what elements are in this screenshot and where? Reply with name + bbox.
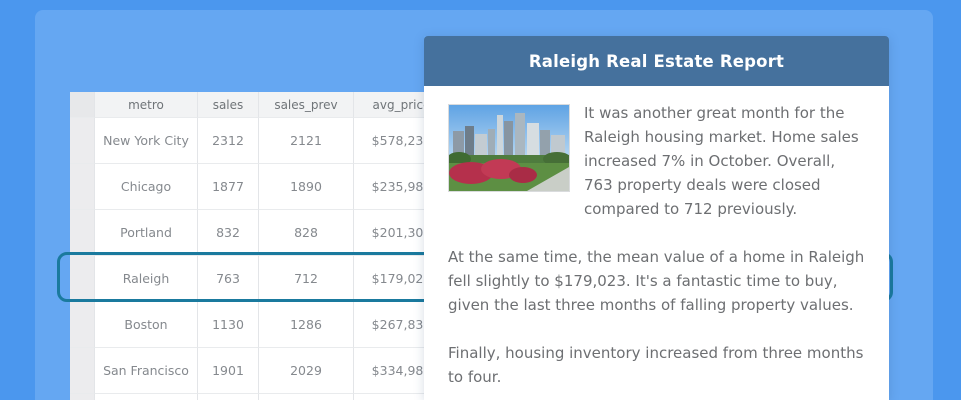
column-header-sales_prev: sales_prev	[259, 92, 354, 118]
report-card-header: Raleigh Real Estate Report	[424, 36, 889, 86]
table-cell: 1130	[198, 302, 259, 348]
table-header-row: metro sales sales_prev avg_price	[70, 92, 450, 118]
skyline-illustration	[449, 105, 569, 191]
table-cell: 763	[198, 256, 259, 302]
table-cell: Boston	[95, 302, 198, 348]
row-gutter	[70, 394, 95, 400]
table-cell: New York City	[95, 118, 198, 164]
column-header-sales: sales	[198, 92, 259, 118]
raleigh-skyline-photo	[448, 104, 570, 192]
table-cell: 712	[259, 256, 354, 302]
column-header-metro: metro	[95, 92, 198, 118]
table-cell: San Francisco	[95, 348, 198, 394]
table-row-partial	[70, 394, 450, 400]
report-title: Raleigh Real Estate Report	[528, 51, 785, 71]
row-gutter	[70, 302, 95, 348]
metro-data-table: metro sales sales_prev avg_price New York C…	[70, 92, 450, 400]
table-row-boston[interactable]: Boston 1130 1286 $267,832	[70, 302, 450, 348]
table-row-portland[interactable]: Portland 832 828 $201,302	[70, 210, 450, 256]
table-body: New York City 2312 2121 $578,232 Chicago 1877…	[70, 118, 450, 394]
table-cell: 2029	[259, 348, 354, 394]
table-row-raleigh[interactable]: Raleigh 763 712 $179,023	[70, 256, 450, 302]
table-cell: 832	[198, 210, 259, 256]
row-gutter	[70, 118, 95, 164]
table-row-chicago[interactable]: Chicago 1877 1890 $235,989	[70, 164, 450, 210]
table-cell: 2312	[198, 118, 259, 164]
table-cell: Chicago	[95, 164, 198, 210]
table-cell: 1901	[198, 348, 259, 394]
report-paragraph-3: Finally, housing inventory increased fro…	[448, 344, 864, 386]
row-gutter	[70, 256, 95, 302]
table-row-san-francisco[interactable]: San Francisco 1901 2029 $334,988	[70, 348, 450, 394]
table-cell: 1877	[198, 164, 259, 210]
row-gutter	[70, 92, 95, 118]
row-gutter	[70, 164, 95, 210]
table-cell: Raleigh	[95, 256, 198, 302]
table-cell: 1286	[259, 302, 354, 348]
report-paragraph-1: It was another great month for the Ralei…	[584, 104, 859, 218]
table-cell: 2121	[259, 118, 354, 164]
table-cell: 1890	[259, 164, 354, 210]
report-card: Raleigh Real Estate Report	[424, 36, 889, 400]
table-cell: Portland	[95, 210, 198, 256]
report-paragraph-2: At the same time, the mean value of a ho…	[448, 248, 865, 314]
row-gutter	[70, 348, 95, 394]
table-row-new-york-city[interactable]: New York City 2312 2121 $578,232	[70, 118, 450, 164]
table-cell: 828	[259, 210, 354, 256]
row-gutter	[70, 210, 95, 256]
report-card-body: It was another great month for the Ralei…	[424, 86, 889, 400]
